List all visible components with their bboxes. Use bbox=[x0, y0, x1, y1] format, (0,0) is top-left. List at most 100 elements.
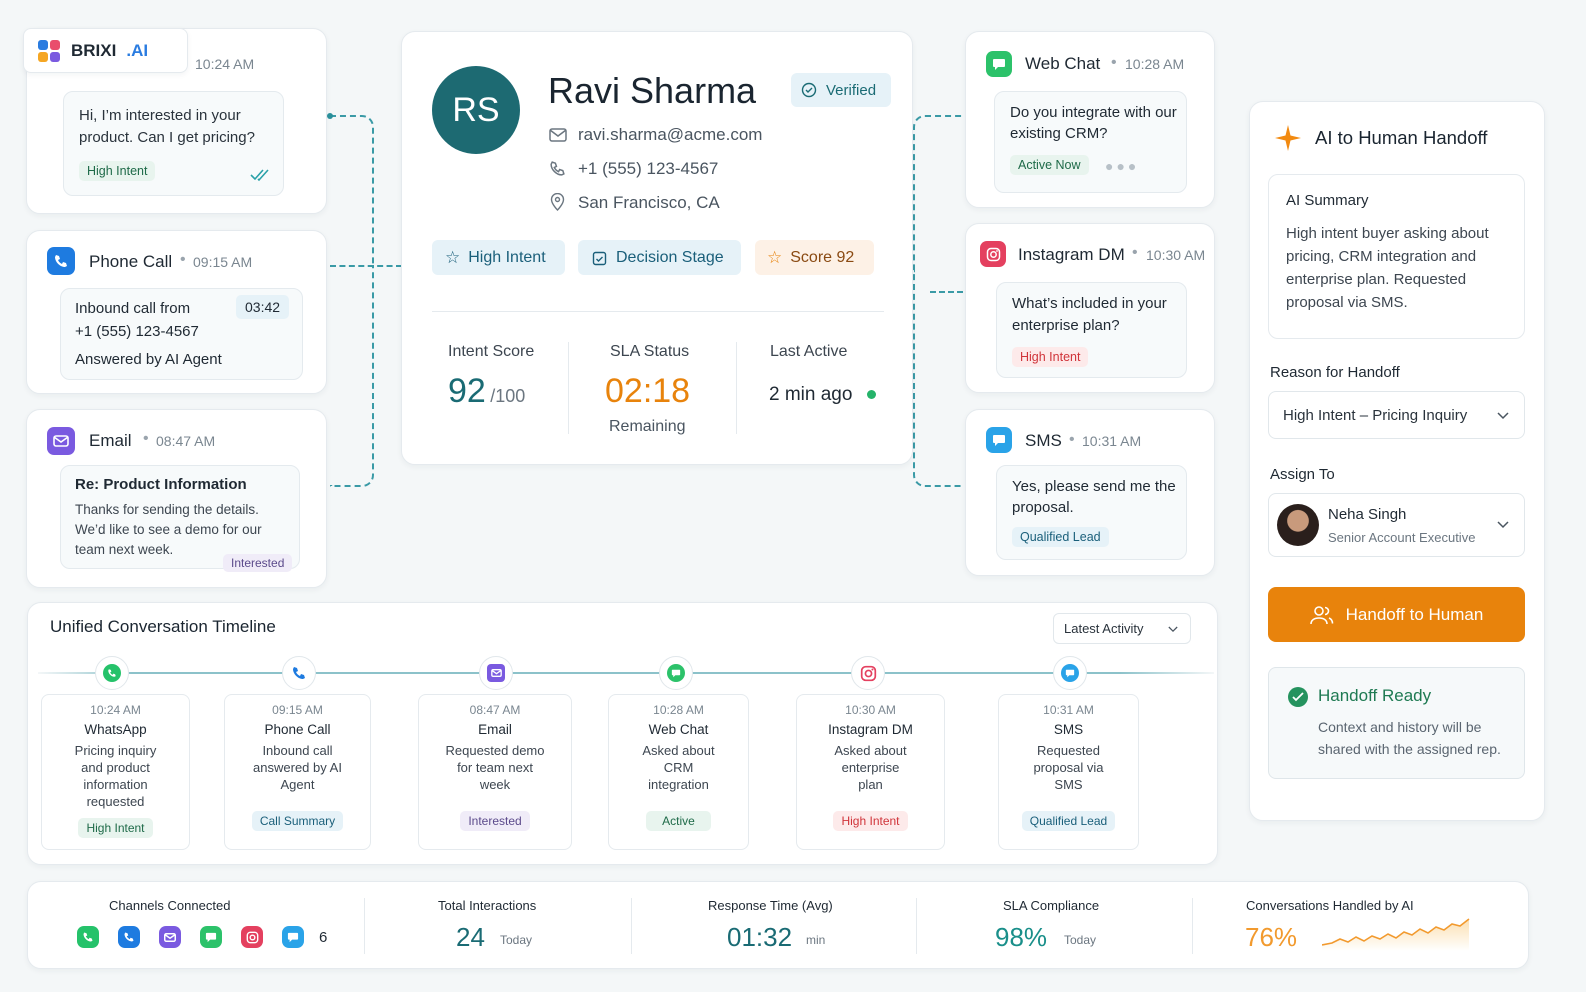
online-dot bbox=[867, 390, 876, 399]
intent-score: 92 /100 bbox=[448, 372, 525, 411]
sms-message: Yes, please send me the proposal. bbox=[1012, 478, 1176, 516]
response-time-value: 01:32 bbox=[727, 922, 793, 952]
customer-name: Ravi Sharma bbox=[548, 70, 757, 111]
avatar-initials: RS bbox=[452, 90, 500, 129]
handoff-button-label: Handoff to Human bbox=[1345, 604, 1484, 624]
timeline-item-desc: Requested proposal via SMS bbox=[1033, 743, 1104, 792]
tag-score: ☆ Score 92 bbox=[755, 240, 874, 275]
timeline-item-desc: Requested demo for team next week bbox=[445, 743, 545, 792]
ai-handled-value: 76% bbox=[1245, 922, 1298, 952]
assignee-role: Senior Account Executive bbox=[1328, 530, 1476, 545]
timeline-item-channel: Web Chat bbox=[648, 722, 709, 737]
sms-icon bbox=[986, 427, 1012, 453]
response-time-label: Response Time (Avg) bbox=[708, 898, 833, 913]
customer-email[interactable]: ravi.sharma@acme.com bbox=[578, 125, 763, 144]
sparkle-icon bbox=[1275, 125, 1301, 151]
timeline-item-time: 09:15 AM bbox=[272, 703, 323, 717]
double-check-icon bbox=[250, 169, 269, 182]
sla-compliance-value: 98% bbox=[995, 922, 1048, 952]
channels-count: 6 bbox=[319, 928, 328, 946]
phone-call-time: 09:15 AM bbox=[193, 254, 253, 270]
last-active-value: 2 min ago bbox=[769, 384, 853, 405]
sla-status-label: SLA Status bbox=[610, 343, 690, 360]
email-subject: Re: Product Information bbox=[75, 476, 247, 493]
timeline-title: Unified Conversation Timeline bbox=[50, 617, 276, 636]
sms-time: 10:31 AM bbox=[1082, 433, 1142, 449]
timeline-filter[interactable]: Latest Activity bbox=[1053, 613, 1191, 644]
chevron-down-icon bbox=[1497, 412, 1509, 420]
timeline-item-time: 10:28 AM bbox=[653, 703, 704, 717]
timeline-item-desc: Asked about CRM integration bbox=[642, 743, 715, 792]
clipboard-icon bbox=[592, 251, 607, 265]
handoff-ready-title: Handoff Ready bbox=[1318, 686, 1432, 705]
assign-label: Assign To bbox=[1270, 466, 1335, 483]
ai-summary-box: AI Summary High intent buyer asking abou… bbox=[1268, 174, 1525, 339]
timeline-item-channel: Email bbox=[478, 722, 512, 737]
timeline-item-badge: High Intent bbox=[833, 811, 908, 831]
handoff-button[interactable]: Handoff to Human bbox=[1268, 587, 1525, 642]
timeline-item-channel: Phone Call bbox=[264, 722, 331, 737]
whatsapp-message: Hi, I’m interested in your product. Can … bbox=[79, 107, 255, 146]
timeline-item[interactable]: 10:28 AM Web Chat Asked about CRM integr… bbox=[608, 694, 749, 850]
timeline-item[interactable]: 08:47 AM Email Requested demo for team n… bbox=[418, 694, 572, 850]
email-icon bbox=[47, 427, 75, 455]
timeline-node-instagram[interactable] bbox=[851, 656, 885, 690]
tag-decision-stage-label: Decision Stage bbox=[616, 248, 724, 266]
webchat-icon bbox=[667, 664, 685, 682]
customer-phone[interactable]: +1 (555) 123-4567 bbox=[578, 159, 719, 178]
email-time: 08:47 AM bbox=[156, 433, 216, 449]
timeline-item[interactable]: 10:30 AM Instagram DM Asked about enterp… bbox=[796, 694, 945, 850]
timeline-node-email[interactable] bbox=[479, 656, 513, 690]
webchat-time: 10:28 AM bbox=[1125, 56, 1185, 72]
phone-call-title: Phone Call bbox=[89, 252, 173, 271]
timeline-item-time: 10:31 AM bbox=[1043, 703, 1094, 717]
location-pin-icon bbox=[550, 193, 565, 211]
instagram-message: What’s included in your enterprise plan? bbox=[1012, 295, 1167, 334]
email-icon bbox=[159, 926, 181, 948]
timeline-item-desc: Asked about enterprise plan bbox=[834, 743, 907, 792]
timeline-item[interactable]: 10:31 AM SMS Requested proposal via SMS … bbox=[998, 694, 1139, 850]
sla-compliance-sub: Today bbox=[1064, 933, 1097, 947]
assignee-select[interactable]: Neha Singh Senior Account Executive bbox=[1268, 493, 1525, 557]
sla-status-value: 02:18 bbox=[605, 372, 691, 410]
stats-bar bbox=[27, 881, 1529, 969]
timeline-node-sms[interactable] bbox=[1053, 656, 1087, 690]
timeline-node-webchat[interactable] bbox=[659, 656, 693, 690]
sms-bubble: Yes, please send me the proposal. Qualif… bbox=[996, 465, 1187, 560]
total-interactions-value: 24 bbox=[456, 922, 485, 952]
phone-line3: Answered by AI Agent bbox=[75, 351, 222, 368]
webchat-icon bbox=[986, 51, 1012, 77]
email-icon bbox=[487, 664, 505, 682]
timeline-item-desc: Pricing inquiry and product information … bbox=[74, 743, 157, 809]
timeline-item[interactable]: 09:15 AM Phone Call Inbound call answere… bbox=[224, 694, 371, 850]
timeline-node-phone[interactable] bbox=[282, 656, 316, 690]
email-card[interactable]: Email • 08:47 AM Re: Product Information… bbox=[26, 409, 327, 588]
ai-summary-text: High intent buyer asking about pricing, … bbox=[1286, 225, 1489, 311]
sms-badge: Qualified Lead bbox=[1012, 527, 1109, 547]
total-interactions-label: Total Interactions bbox=[438, 898, 537, 913]
timeline-filter-value: Latest Activity bbox=[1064, 621, 1144, 636]
instagram-icon bbox=[860, 665, 876, 681]
brand-name: BRIXI bbox=[71, 40, 117, 60]
timeline-line bbox=[38, 672, 1214, 674]
whatsapp-icon bbox=[77, 926, 99, 948]
assignee-avatar bbox=[1277, 504, 1319, 546]
brand-logo[interactable]: BRIXI .AI bbox=[23, 28, 188, 73]
call-duration: 03:42 bbox=[236, 295, 290, 319]
tag-high-intent: ☆ High Intent bbox=[432, 240, 565, 275]
phone-call-bubble: Inbound call from +1 (555) 123-4567 Answ… bbox=[60, 288, 303, 380]
reason-select[interactable]: High Intent – Pricing Inquiry bbox=[1268, 391, 1525, 439]
customer-location: San Francisco, CA bbox=[578, 193, 720, 212]
brand-logo-icon bbox=[38, 39, 60, 62]
verified-label: Verified bbox=[826, 81, 877, 99]
phone-call-card[interactable]: Phone Call • 09:15 AM Inbound call from … bbox=[26, 230, 327, 394]
timeline-item[interactable]: 10:24 AM WhatsApp Pricing inquiry and pr… bbox=[41, 694, 190, 850]
webchat-card[interactable]: Web Chat • 10:28 AM Do you integrate wit… bbox=[965, 31, 1215, 208]
sms-icon bbox=[282, 926, 304, 948]
timeline-item-channel: Instagram DM bbox=[828, 722, 913, 737]
instagram-title: Instagram DM bbox=[1018, 245, 1125, 264]
sms-card[interactable]: SMS • 10:31 AM Yes, please send me the p… bbox=[965, 409, 1215, 576]
instagram-card[interactable]: Instagram DM • 10:30 AM What’s included … bbox=[965, 223, 1215, 393]
sla-status-sub: Remaining bbox=[609, 418, 686, 435]
timeline-node-whatsapp[interactable] bbox=[95, 656, 129, 690]
